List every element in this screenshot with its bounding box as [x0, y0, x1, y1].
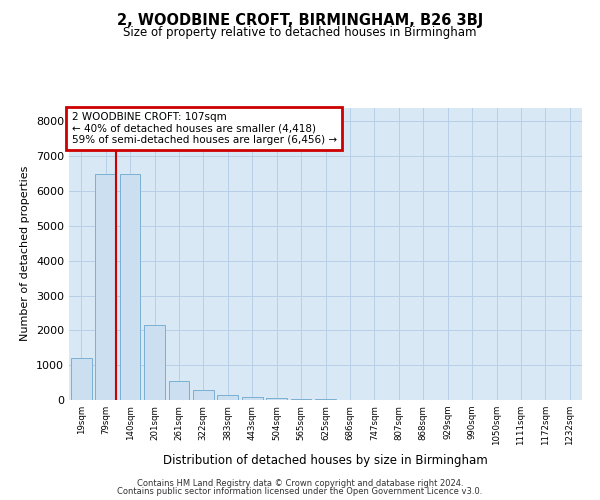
Y-axis label: Number of detached properties: Number of detached properties — [20, 166, 31, 342]
Bar — [290, 399, 311, 400]
Bar — [144, 325, 165, 400]
Bar — [169, 381, 190, 400]
Text: 2 WOODBINE CROFT: 107sqm
← 40% of detached houses are smaller (4,418)
59% of sem: 2 WOODBINE CROFT: 107sqm ← 40% of detach… — [71, 112, 337, 145]
Text: Contains public sector information licensed under the Open Government Licence v3: Contains public sector information licen… — [118, 487, 482, 496]
Bar — [119, 174, 140, 400]
Bar — [95, 174, 116, 400]
Text: 2, WOODBINE CROFT, BIRMINGHAM, B26 3BJ: 2, WOODBINE CROFT, BIRMINGHAM, B26 3BJ — [117, 12, 483, 28]
Text: Size of property relative to detached houses in Birmingham: Size of property relative to detached ho… — [123, 26, 477, 39]
Bar — [266, 398, 287, 400]
Bar — [71, 358, 92, 400]
Bar — [217, 395, 238, 400]
Bar — [193, 390, 214, 400]
X-axis label: Distribution of detached houses by size in Birmingham: Distribution of detached houses by size … — [163, 454, 488, 466]
Bar — [242, 397, 263, 400]
Text: Contains HM Land Registry data © Crown copyright and database right 2024.: Contains HM Land Registry data © Crown c… — [137, 478, 463, 488]
